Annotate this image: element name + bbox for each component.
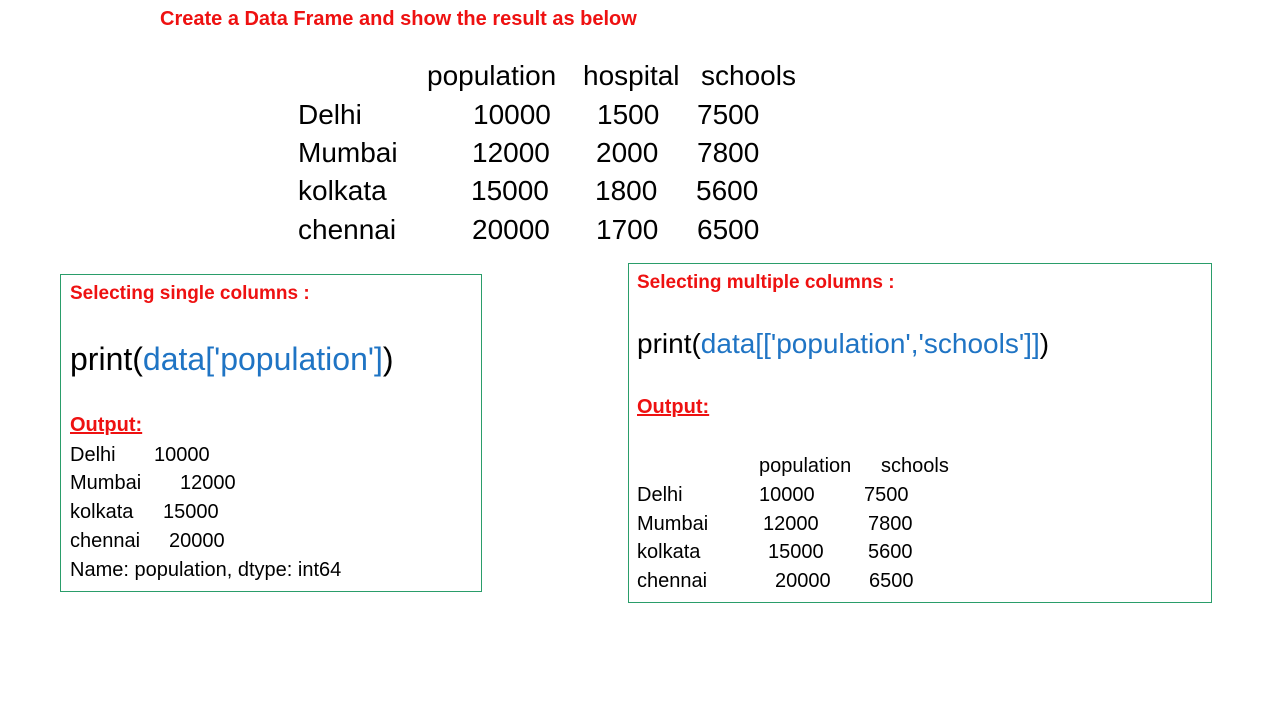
code-function: print( [637,328,701,359]
table-cell: 1500 [597,99,660,130]
output-row-value: 7800 [868,513,913,535]
row-index: chennai [298,214,397,245]
table-cell: 6500 [697,214,760,245]
multiple-columns-heading: Selecting multiple columns : [637,272,895,293]
output-label: Output: [637,396,710,418]
dataframe-table: population hospital schools Delhi 10000 … [0,0,1280,260]
code-close: ) [382,341,394,377]
code-function: print( [70,341,143,377]
output-row-label: kolkata [637,541,701,563]
table-cell: 15000 [471,175,549,206]
output-row-value: 10000 [759,484,815,506]
output-row-value: 20000 [169,530,225,552]
output-row-label: Delhi [637,484,683,506]
output-row-value: 6500 [869,570,914,592]
table-cell: 1800 [595,175,658,206]
output-row-label: Mumbai [637,513,709,535]
table-cell: 5600 [696,175,759,206]
single-column-panel: Selecting single columns : print(data['p… [60,274,482,592]
multiple-columns-code: print(data[['population','schools']]) [637,328,1049,360]
output-row-value: 15000 [163,501,219,523]
row-index: Mumbai [298,137,398,168]
output-row-value: 12000 [180,472,236,494]
table-cell: 7500 [697,99,760,130]
output-row-value: 12000 [763,513,819,535]
output-column-header: schools [881,455,949,477]
column-header-population: population [427,60,557,91]
code-argument: data['population'] [142,341,383,377]
output-row-value: 10000 [154,444,210,466]
output-row-value: 15000 [768,541,824,563]
code-argument: data[['population','schools']] [700,328,1040,359]
multiple-columns-panel: Selecting multiple columns : print(data[… [628,263,1212,603]
output-label: Output: [70,414,143,436]
page-title: Create a Data Frame and show the result … [160,8,637,30]
single-column-heading: Selecting single columns : [70,283,310,304]
column-header-schools: schools [701,60,796,91]
output-row-value: 7500 [864,484,909,506]
output-column-header: population [759,455,852,477]
code-close: ) [1039,328,1050,359]
table-cell: 2000 [596,137,659,168]
table-cell: 10000 [473,99,551,130]
table-cell: 12000 [472,137,550,168]
output-row-label: kolkata [70,501,134,523]
output-row-label: chennai [637,570,708,592]
table-cell: 7800 [697,137,760,168]
table-cell: 1700 [596,214,659,245]
row-index: Delhi [298,99,362,130]
output-row-value: 5600 [868,541,913,563]
table-cell: 20000 [472,214,550,245]
single-column-code: print(data['population']) [70,341,394,378]
output-row-label: Mumbai [70,472,142,494]
output-row-label: chennai [70,530,141,552]
output-footer: Name: population, dtype: int64 [70,559,342,581]
output-row-value: 20000 [775,570,831,592]
row-index: kolkata [298,175,387,206]
column-header-hospital: hospital [583,60,680,91]
output-row-label: Delhi [70,444,116,466]
